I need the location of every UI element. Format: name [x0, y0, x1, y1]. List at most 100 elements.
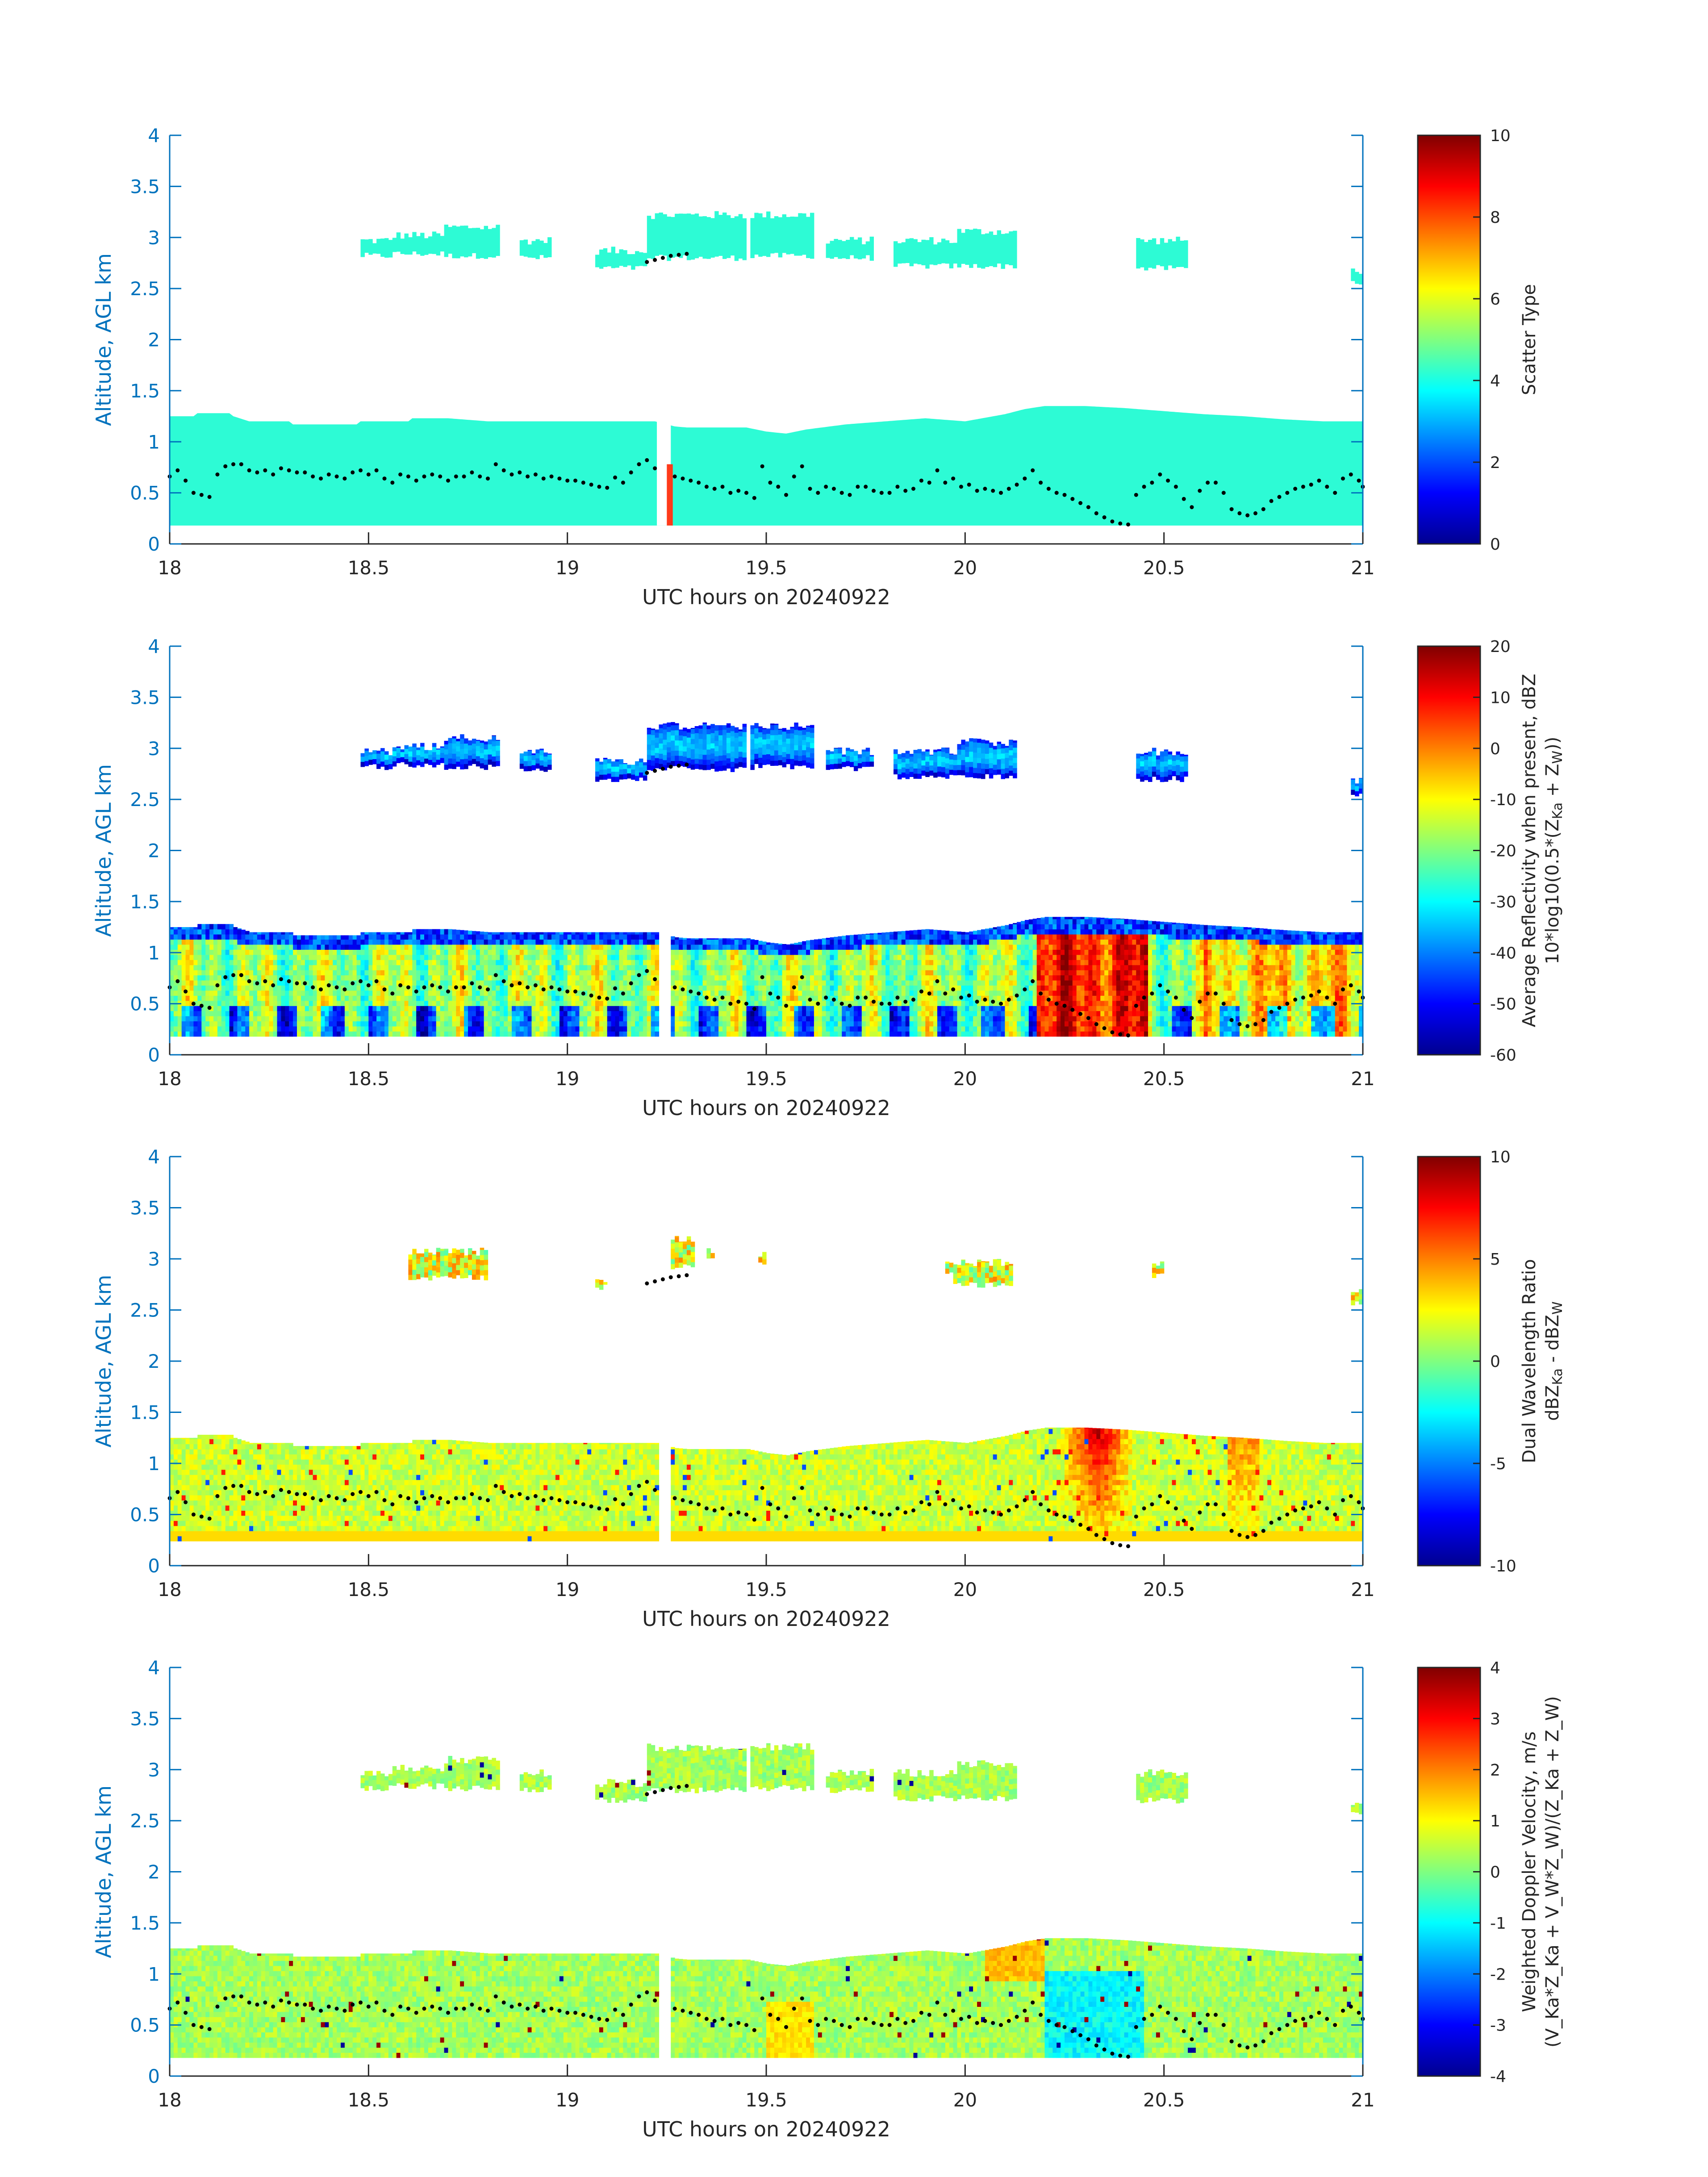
heatmap-cell	[452, 970, 456, 975]
upper-cloud-cell	[902, 242, 906, 263]
heatmap-cell	[416, 1021, 421, 1027]
heatmap-cell	[424, 940, 429, 945]
cloud-base-point	[462, 475, 466, 479]
heatmap-cell	[560, 1001, 564, 1006]
heatmap-cell	[293, 995, 297, 1001]
heatmap-cell	[209, 1001, 214, 1006]
heatmap-cell	[603, 990, 608, 996]
heatmap-cell	[516, 940, 520, 945]
x-tick-label: 20	[953, 557, 977, 579]
heatmap-cell	[436, 1011, 441, 1016]
heatmap-cell	[309, 965, 313, 970]
heatmap-cell	[333, 1006, 337, 1011]
heatmap-cell	[480, 932, 484, 935]
heatmap-cell	[257, 1006, 262, 1011]
heatmap-cell	[182, 970, 186, 975]
heatmap-cell	[313, 995, 317, 1001]
heatmap-cell	[564, 1011, 568, 1016]
heatmap-cell	[568, 949, 572, 955]
heatmap-cell	[568, 995, 572, 1001]
heatmap-cell	[209, 980, 214, 986]
heatmap-cell	[468, 1011, 472, 1016]
heatmap-cell	[325, 935, 329, 940]
cloud-base-point	[502, 468, 506, 472]
heatmap-cell	[631, 1031, 635, 1036]
heatmap-cell	[440, 949, 445, 955]
heatmap-cell	[647, 1016, 651, 1021]
heatmap-cell	[472, 1016, 476, 1021]
heatmap-cell	[464, 995, 468, 1001]
upper-cloud-cell	[464, 226, 468, 257]
cloud-base-point	[1293, 487, 1297, 491]
heatmap-cell	[524, 955, 528, 960]
cloud-base-point	[911, 487, 915, 491]
heatmap-cell	[623, 1011, 627, 1016]
heatmap-cell	[361, 960, 365, 965]
heatmap-cell	[611, 980, 616, 986]
heatmap-cell	[440, 934, 445, 940]
cloud-base-point	[255, 470, 259, 474]
heatmap-cell	[535, 949, 540, 955]
heatmap-cell	[384, 949, 389, 955]
heatmap-cell	[345, 1016, 349, 1021]
heatmap-cell	[193, 934, 198, 940]
heatmap-cell	[675, 1031, 679, 1036]
heatmap-cell	[627, 1016, 631, 1021]
heatmap-cell	[508, 1016, 512, 1021]
heatmap-cell	[357, 1031, 361, 1036]
heatmap-cell	[230, 940, 234, 945]
heatmap-cell	[393, 985, 397, 990]
heatmap-cell	[488, 1001, 493, 1006]
heatmap-cell	[265, 934, 270, 940]
heatmap-cell	[325, 944, 329, 950]
heatmap-cell	[480, 949, 484, 955]
heatmap-cell	[500, 965, 504, 970]
heatmap-cell	[432, 1026, 437, 1032]
heatmap-cell	[265, 1011, 270, 1016]
upper-cloud-cell	[850, 237, 854, 255]
heatmap-cell	[555, 980, 560, 986]
heatmap-cell	[555, 975, 560, 981]
heatmap-cell	[178, 944, 182, 950]
cloud-base-point	[705, 485, 709, 489]
heatmap-cell	[313, 1006, 317, 1011]
heatmap-cell	[512, 1021, 516, 1027]
heatmap-cell	[333, 960, 337, 965]
heatmap-cell	[412, 980, 417, 986]
heatmap-cell	[405, 932, 409, 935]
heatmap-cell	[488, 1026, 493, 1032]
cloud-base-point	[223, 464, 227, 468]
cloud-base-point	[1015, 483, 1019, 487]
heatmap-cell	[230, 934, 234, 940]
heatmap-cell	[572, 1021, 576, 1027]
heatmap-cell	[412, 960, 417, 965]
heatmap-cell	[460, 970, 464, 975]
upper-cloud-cell	[1176, 237, 1180, 267]
heatmap-cell	[587, 940, 592, 945]
heatmap-cell	[615, 960, 620, 965]
heatmap-cell	[468, 965, 472, 970]
heatmap-cell	[281, 985, 285, 990]
heatmap-cell	[524, 1001, 528, 1006]
heatmap-cell	[440, 980, 445, 986]
heatmap-cell	[615, 949, 620, 955]
heatmap-cell	[671, 990, 675, 996]
heatmap-cell	[476, 1006, 480, 1011]
heatmap-cell	[201, 965, 206, 970]
heatmap-cell	[234, 940, 238, 945]
heatmap-cell	[436, 980, 441, 986]
heatmap-cell	[174, 1026, 178, 1032]
heatmap-cell	[572, 960, 576, 965]
cloud-base-point	[342, 476, 347, 481]
heatmap-cell	[376, 985, 381, 990]
cloud-base-point	[621, 481, 625, 485]
heatmap-cell	[174, 965, 178, 970]
upper-cloud-cell	[1156, 244, 1160, 265]
heatmap-cell	[182, 955, 186, 960]
heatmap-cell	[305, 975, 309, 981]
heatmap-cell	[635, 995, 639, 1001]
heatmap-cell	[607, 960, 612, 965]
heatmap-cell	[368, 955, 373, 960]
upper-cloud-cell	[743, 218, 747, 260]
x-tick-label: 18	[158, 557, 181, 579]
